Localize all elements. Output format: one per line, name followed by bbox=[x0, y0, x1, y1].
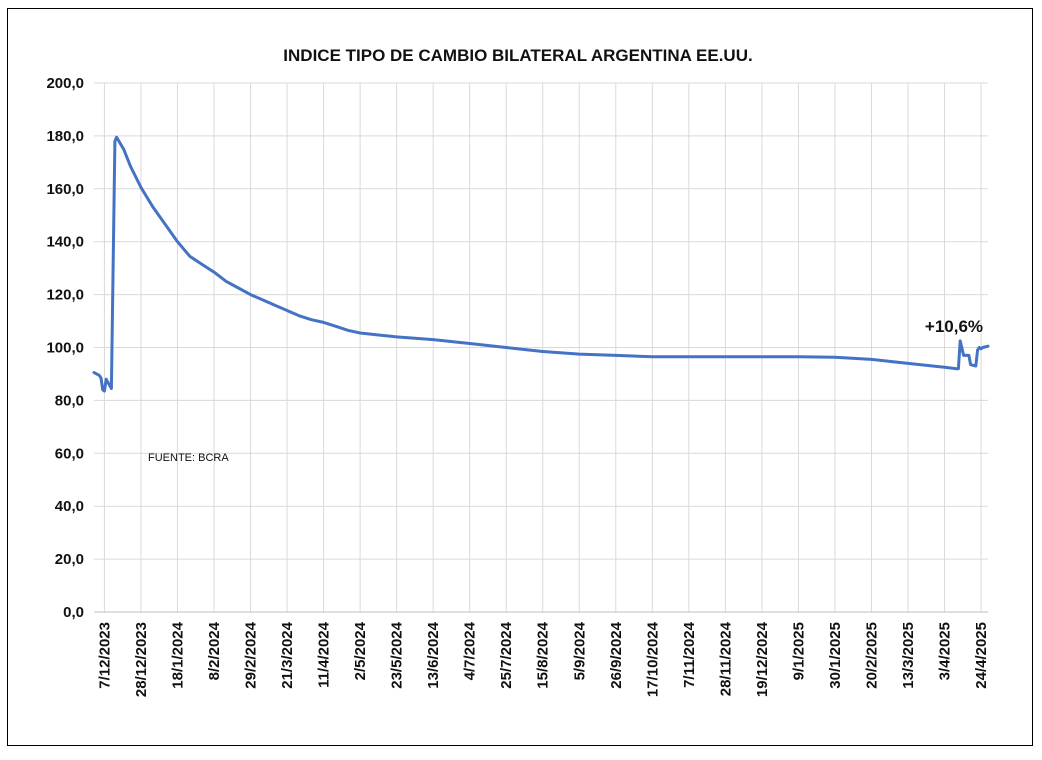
y-tick-label: 200,0 bbox=[46, 75, 84, 92]
y-tick-label: 160,0 bbox=[46, 181, 84, 198]
x-tick-label: 4/7/2024 bbox=[462, 621, 479, 680]
y-tick-label: 120,0 bbox=[46, 287, 84, 304]
x-tick-label: 23/5/2024 bbox=[389, 621, 406, 688]
y-tick-label: 180,0 bbox=[46, 128, 84, 145]
x-tick-label: 13/3/2025 bbox=[900, 622, 917, 689]
change-annotation: +10,6% bbox=[925, 317, 983, 336]
chart-frame: INDICE TIPO DE CAMBIO BILATERAL ARGENTIN… bbox=[7, 8, 1033, 746]
x-tick-label: 3/4/2025 bbox=[937, 622, 954, 680]
x-tick-label: 8/2/2024 bbox=[206, 621, 223, 680]
x-tick-label: 30/1/2025 bbox=[827, 622, 844, 689]
x-axis-ticks: 7/12/2023 28/12/2023 18/1/2024 8/2/2024 29/2… bbox=[96, 621, 990, 697]
x-tick-label: 21/3/2024 bbox=[279, 621, 296, 688]
x-tick-label: 11/4/2024 bbox=[316, 621, 333, 688]
y-axis-ticks: 0,0 20,0 40,0 60,0 80,0 100,0 120,0 140,0 160,0 1… bbox=[46, 75, 84, 621]
y-tick-label: 0,0 bbox=[63, 604, 84, 621]
x-tick-label: 9/1/2025 bbox=[790, 622, 807, 680]
x-tick-label: 26/9/2024 bbox=[608, 621, 625, 688]
y-tick-label: 20,0 bbox=[55, 551, 84, 568]
y-tick-label: 140,0 bbox=[46, 234, 84, 251]
x-tick-label: 18/1/2024 bbox=[169, 621, 186, 688]
x-tick-label: 2/5/2024 bbox=[352, 621, 369, 680]
x-tick-label: 5/9/2024 bbox=[571, 621, 588, 680]
x-tick-label: 17/10/2024 bbox=[644, 621, 661, 697]
y-tick-label: 60,0 bbox=[55, 445, 84, 462]
horizontal-gridlines bbox=[94, 82, 988, 613]
x-tick-label: 7/11/2024 bbox=[681, 621, 698, 688]
x-tick-label: 19/12/2024 bbox=[754, 621, 771, 697]
y-tick-label: 80,0 bbox=[55, 392, 84, 409]
series-line bbox=[92, 135, 990, 393]
x-tick-label: 7/12/2023 bbox=[96, 622, 113, 689]
chart-canvas: INDICE TIPO DE CAMBIO BILATERAL ARGENTIN… bbox=[46, 46, 990, 697]
source-note: FUENTE: BCRA bbox=[148, 452, 229, 464]
x-tick-label: 29/2/2024 bbox=[243, 621, 260, 688]
x-tick-label: 28/12/2023 bbox=[133, 622, 150, 697]
x-tick-label: 13/6/2024 bbox=[425, 621, 442, 688]
y-tick-label: 40,0 bbox=[55, 498, 84, 515]
x-tick-label: 20/2/2025 bbox=[863, 622, 880, 689]
chart-title: INDICE TIPO DE CAMBIO BILATERAL ARGENTIN… bbox=[283, 46, 752, 65]
y-tick-label: 100,0 bbox=[46, 340, 84, 357]
x-tick-label: 25/7/2024 bbox=[498, 621, 515, 688]
x-tick-label: 15/8/2024 bbox=[535, 621, 552, 688]
x-tick-label: 24/4/2025 bbox=[973, 622, 990, 689]
x-tick-label: 28/11/2024 bbox=[717, 621, 734, 696]
